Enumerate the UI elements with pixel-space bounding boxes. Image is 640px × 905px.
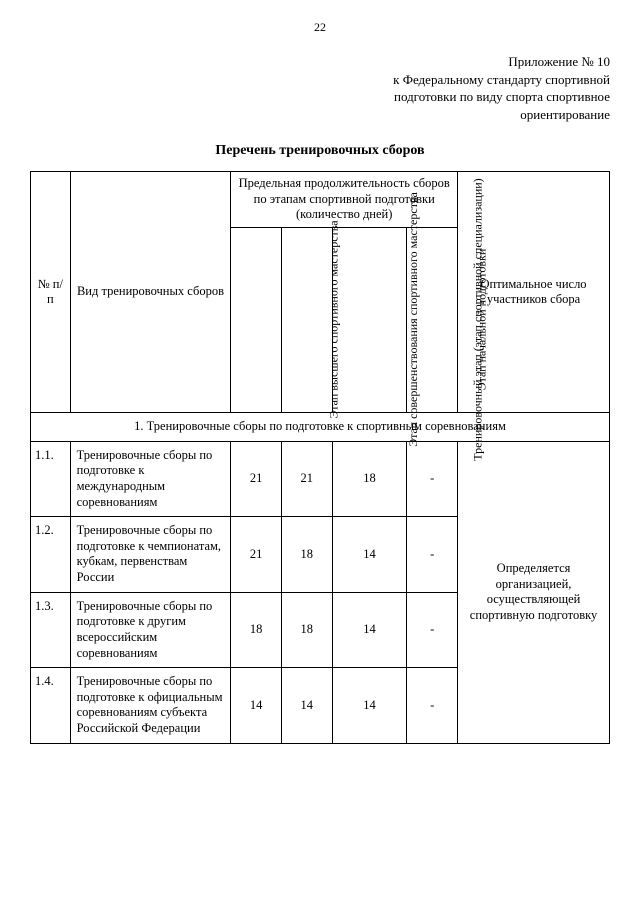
row-v4: - (407, 517, 458, 593)
row-v4: - (407, 592, 458, 668)
row-v1: 18 (231, 592, 282, 668)
header-line-1: Приложение № 10 (30, 53, 610, 71)
row-num: 1.2. (31, 517, 71, 593)
col-stage-2: Этап совершенствования спортивного масте… (281, 228, 332, 413)
row-v2: 21 (281, 441, 332, 517)
row-num: 1.3. (31, 592, 71, 668)
training-camps-table: № п/п Вид тренировочных сборов Предельна… (30, 171, 610, 744)
opt-cell: Определяется организацией, осуществляюще… (458, 441, 610, 743)
row-v1: 14 (231, 668, 282, 744)
appendix-header: Приложение № 10 к Федеральному стандарту… (30, 53, 610, 123)
row-v3: 14 (332, 517, 407, 593)
row-num: 1.4. (31, 668, 71, 744)
page-title: Перечень тренировочных сборов (30, 143, 610, 159)
col-stage-3: Тренировочный этап (этап спортивной спец… (332, 228, 407, 413)
row-v4: - (407, 441, 458, 517)
page-number: 22 (30, 20, 610, 35)
row-v2: 14 (281, 668, 332, 744)
header-line-4: ориентирование (30, 106, 610, 124)
row-name: Тренировочные сборы по подготовке к чемп… (70, 517, 231, 593)
row-name: Тренировочные сборы по подготовке к друг… (70, 592, 231, 668)
row-v3: 14 (332, 668, 407, 744)
table-row: 1.1. Тренировочные сборы по подготовке к… (31, 441, 610, 517)
row-v3: 18 (332, 441, 407, 517)
col-num: № п/п (31, 172, 71, 413)
col-group: Предельная продолжительность сборов по э… (231, 172, 458, 228)
col-name: Вид тренировочных сборов (70, 172, 231, 413)
col-stage-1: Этап высшего спортивного мастерства (231, 228, 282, 413)
section-1-title: 1. Тренировочные сборы по подготовке к с… (31, 413, 610, 442)
row-name: Тренировочные сборы по подготовке к офиц… (70, 668, 231, 744)
header-line-3: подготовки по виду спорта спортивное (30, 88, 610, 106)
row-v4: - (407, 668, 458, 744)
row-num: 1.1. (31, 441, 71, 517)
row-v3: 14 (332, 592, 407, 668)
row-v1: 21 (231, 517, 282, 593)
row-v2: 18 (281, 517, 332, 593)
header-line-2: к Федеральному стандарту спортивной (30, 71, 610, 89)
row-v1: 21 (231, 441, 282, 517)
row-name: Тренировочные сборы по подготовке к межд… (70, 441, 231, 517)
row-v2: 18 (281, 592, 332, 668)
